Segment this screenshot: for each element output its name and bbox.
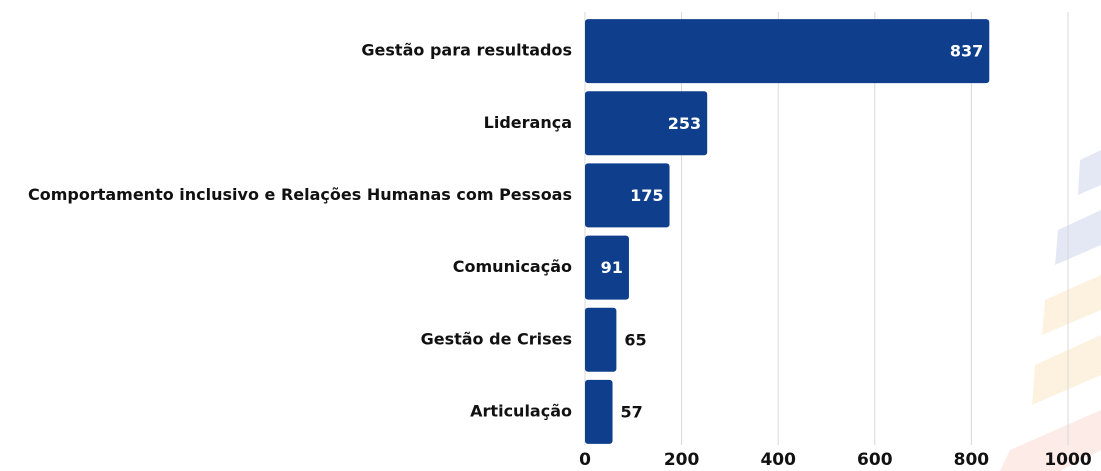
category-label: Comunicação	[453, 257, 572, 276]
background-decoration	[1000, 150, 1101, 471]
bar	[585, 308, 616, 372]
chart: 0 200 400 600 800 1000 Gestão para resultados 8…	[0, 0, 1101, 471]
bar	[585, 19, 989, 83]
x-tick-label: 800	[954, 450, 990, 470]
category-label: Gestão de Crises	[421, 329, 572, 348]
x-tick-label: 600	[857, 450, 893, 470]
page: {"chart_data": {"type": "barh", "categor…	[0, 0, 1101, 471]
category-label: Articulação	[470, 401, 572, 420]
x-tick-label: 0	[579, 450, 591, 470]
value-label: 837	[950, 42, 983, 61]
x-tick-label: 1000	[1044, 450, 1091, 470]
value-label: 57	[621, 402, 643, 421]
category-label: Liderança	[484, 113, 572, 132]
x-tick-label: 200	[664, 450, 700, 470]
category-label: Gestão para resultados	[361, 41, 572, 60]
bar	[585, 380, 613, 444]
value-label: 253	[668, 114, 701, 133]
value-label: 65	[624, 330, 646, 349]
category-label: Comportamento inclusivo e Relações Human…	[28, 185, 572, 204]
value-label: 175	[630, 186, 663, 205]
x-tick-label: 400	[760, 450, 796, 470]
value-label: 91	[601, 258, 623, 277]
